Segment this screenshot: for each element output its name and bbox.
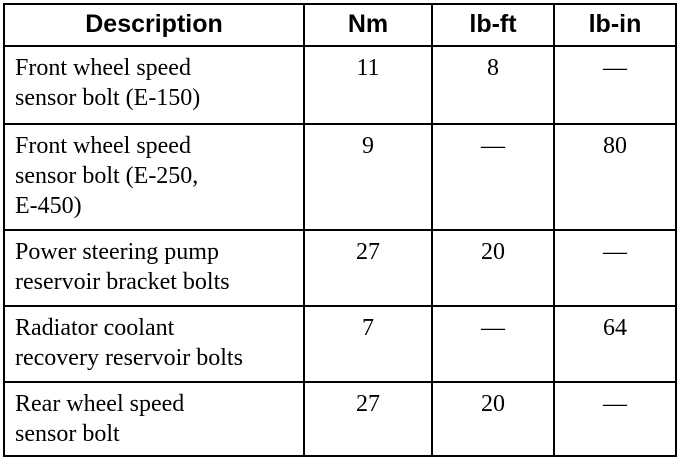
description-cell: Front wheel speed sensor bolt (E-250, E-…: [3, 123, 305, 231]
lb-in-cell: —: [553, 381, 677, 457]
nm-cell: 27: [303, 381, 433, 457]
nm-cell: 9: [303, 123, 433, 231]
header-lb-ft: lb-ft: [431, 3, 555, 47]
table-header: Description Nm lb-ft lb-in: [3, 3, 677, 47]
lb-in-cell: 80: [553, 123, 677, 231]
table-row: Radiator coolant recovery reservoir bolt…: [3, 305, 677, 383]
lb-ft-cell: —: [431, 123, 555, 231]
description-line: reservoir bracket bolts: [15, 269, 230, 295]
description-line: E-450): [15, 193, 82, 219]
table-body: Front wheel speed sensor bolt (E-150) 11…: [3, 45, 677, 457]
table-row: Front wheel speed sensor bolt (E-150) 11…: [3, 45, 677, 125]
description-line: Front wheel speed: [15, 133, 191, 159]
lb-ft-cell: —: [431, 305, 555, 383]
description-cell: Radiator coolant recovery reservoir bolt…: [3, 305, 305, 383]
lb-ft-cell: 20: [431, 229, 555, 307]
description-line: Front wheel speed: [15, 55, 191, 81]
header-description: Description: [3, 3, 305, 47]
description-line: sensor bolt: [15, 421, 120, 447]
description-cell: Front wheel speed sensor bolt (E-150): [3, 45, 305, 125]
description-line: Rear wheel speed: [15, 391, 185, 417]
description-line: sensor bolt (E-250,: [15, 163, 199, 189]
description-cell: Power steering pump reservoir bracket bo…: [3, 229, 305, 307]
description-line: Radiator coolant: [15, 315, 175, 341]
header-lb-in: lb-in: [553, 3, 677, 47]
nm-cell: 7: [303, 305, 433, 383]
nm-cell: 27: [303, 229, 433, 307]
torque-spec-table: Description Nm lb-ft lb-in Front wheel s…: [3, 3, 677, 457]
lb-ft-cell: 20: [431, 381, 555, 457]
nm-cell: 11: [303, 45, 433, 125]
table-row: Rear wheel speed sensor bolt 27 20 —: [3, 381, 677, 457]
description-line: sensor bolt (E-150): [15, 85, 201, 111]
header-row: Description Nm lb-ft lb-in: [3, 3, 677, 47]
lb-ft-cell: 8: [431, 45, 555, 125]
description-line: Power steering pump: [15, 239, 219, 265]
table-row: Power steering pump reservoir bracket bo…: [3, 229, 677, 307]
description-line: recovery reservoir bolts: [15, 345, 243, 371]
header-nm: Nm: [303, 3, 433, 47]
lb-in-cell: 64: [553, 305, 677, 383]
description-cell: Rear wheel speed sensor bolt: [3, 381, 305, 457]
lb-in-cell: —: [553, 45, 677, 125]
lb-in-cell: —: [553, 229, 677, 307]
table-row: Front wheel speed sensor bolt (E-250, E-…: [3, 123, 677, 231]
